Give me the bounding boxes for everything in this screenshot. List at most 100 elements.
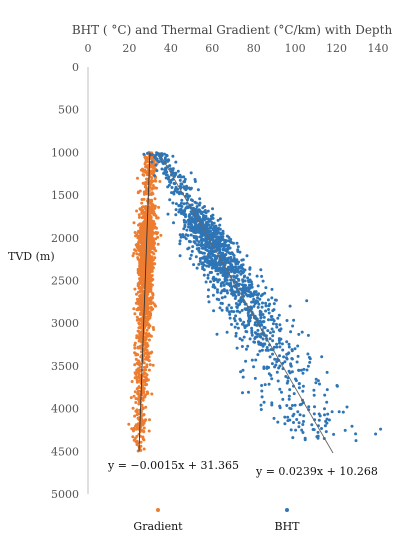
data-point (136, 346, 140, 350)
data-point (212, 231, 215, 235)
data-point (216, 288, 219, 292)
data-point (218, 239, 222, 243)
data-point (306, 333, 310, 337)
data-point (324, 430, 328, 434)
data-point (141, 396, 145, 400)
data-point (245, 254, 249, 258)
data-point (312, 428, 316, 432)
data-point (287, 351, 291, 355)
data-point (148, 249, 152, 253)
data-point (236, 270, 240, 274)
data-point (138, 299, 142, 303)
data-point (150, 269, 154, 273)
data-point (186, 196, 190, 200)
data-point (257, 332, 260, 336)
data-point (233, 290, 237, 294)
data-point (337, 410, 341, 414)
data-point (259, 320, 263, 324)
data-point (127, 422, 131, 426)
data-point (226, 265, 230, 269)
data-points (127, 150, 383, 453)
data-point (267, 311, 271, 315)
data-point (296, 410, 300, 414)
data-point (198, 259, 202, 263)
data-point (271, 339, 275, 343)
data-point (240, 322, 244, 326)
data-point (236, 309, 240, 313)
data-point (142, 152, 146, 156)
data-point (227, 236, 231, 239)
data-point (258, 313, 262, 316)
data-point (254, 290, 258, 294)
data-point (202, 255, 206, 259)
data-point (135, 380, 139, 384)
trendline-gradient (138, 152, 151, 452)
data-point (160, 152, 164, 156)
data-point (248, 295, 252, 298)
data-point (323, 413, 326, 417)
data-point (268, 302, 272, 306)
data-point (174, 202, 178, 206)
data-point (210, 248, 213, 252)
data-point (151, 293, 155, 297)
data-point (170, 186, 174, 189)
data-point (149, 302, 153, 306)
data-point (141, 205, 145, 209)
data-point (141, 437, 145, 441)
data-point (151, 258, 155, 262)
data-point (131, 435, 135, 439)
data-point (145, 300, 148, 304)
data-point (218, 306, 222, 310)
data-point (203, 215, 207, 219)
data-point (232, 274, 236, 278)
data-point (133, 231, 137, 234)
data-point (197, 246, 201, 250)
data-point (150, 157, 154, 161)
data-point (224, 239, 228, 243)
data-point (283, 422, 287, 426)
data-point (297, 332, 301, 336)
data-point (143, 331, 147, 335)
data-point (138, 334, 142, 338)
data-point (345, 405, 349, 409)
data-point (262, 400, 266, 404)
data-point (145, 275, 149, 279)
x-tick-label: 20 (122, 42, 136, 55)
data-point (154, 163, 158, 167)
data-point (150, 176, 154, 180)
data-point (188, 240, 192, 244)
data-point (220, 302, 224, 305)
data-point (216, 290, 219, 294)
data-point (248, 272, 252, 276)
x-tick-label: 100 (285, 42, 306, 55)
data-point (144, 160, 148, 164)
data-point (211, 213, 215, 217)
data-point (201, 206, 205, 210)
data-point (193, 200, 197, 204)
data-point (151, 184, 155, 187)
data-point (136, 256, 140, 260)
data-point (267, 318, 270, 322)
data-point (148, 213, 152, 217)
data-point (156, 216, 160, 220)
data-point (290, 357, 294, 360)
data-point (171, 168, 175, 172)
data-point (301, 384, 305, 388)
data-point (200, 221, 204, 225)
data-point (263, 383, 267, 387)
data-point (174, 160, 178, 164)
data-point (285, 340, 289, 344)
data-point (140, 286, 144, 290)
data-point (240, 283, 244, 287)
data-point (275, 342, 279, 346)
data-point (152, 262, 156, 266)
data-point (281, 397, 285, 401)
data-point (151, 307, 155, 311)
data-point (176, 169, 180, 173)
data-point (133, 390, 137, 394)
trendlines (138, 152, 334, 454)
data-point (250, 307, 253, 311)
data-point (144, 164, 148, 168)
data-point (160, 167, 164, 171)
